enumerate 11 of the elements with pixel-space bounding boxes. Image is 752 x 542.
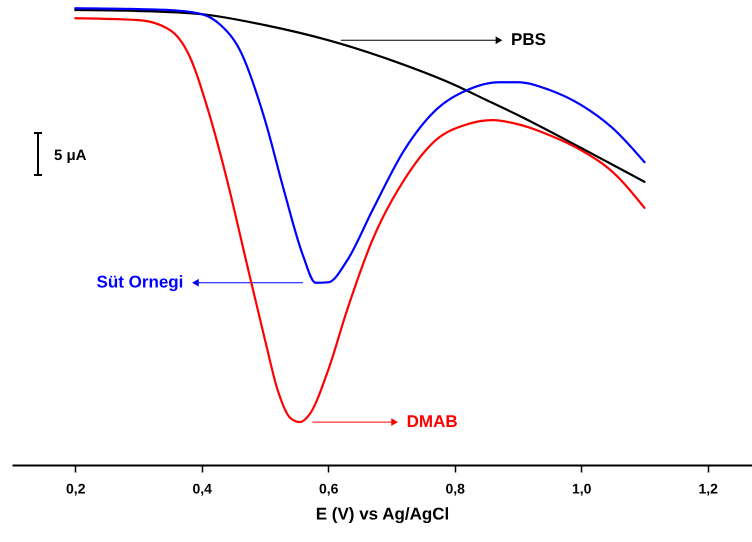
x-tick-label: 1,0 (572, 480, 592, 496)
x-tick-label: 0,2 (66, 480, 86, 496)
x-tick-label: 1,2 (698, 480, 718, 496)
legend-label: DMAB (406, 412, 458, 432)
x-tick-label: 0,8 (446, 480, 466, 496)
annotation: 5 μA (54, 147, 87, 164)
text: Süt Ornegi (96, 272, 184, 292)
x-axis-title: E (V) vs Ag/AgCl (316, 504, 450, 524)
legend-label: PBS (511, 30, 546, 50)
x-tick-label: 0,4 (192, 480, 212, 496)
x-tick-label: 0,6 (319, 480, 339, 496)
